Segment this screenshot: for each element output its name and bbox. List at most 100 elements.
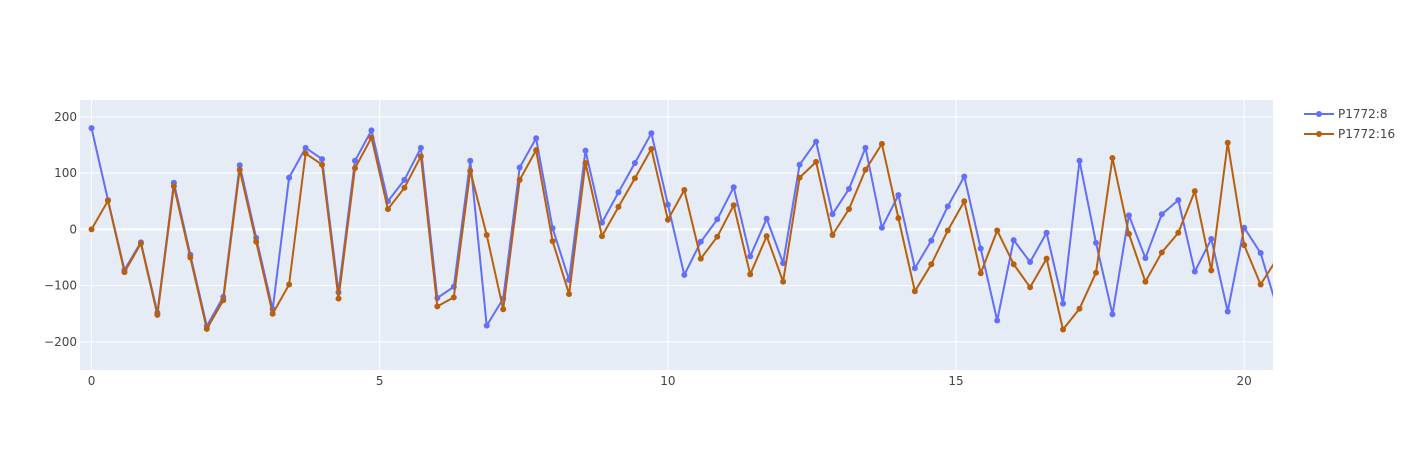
data-point[interactable] xyxy=(417,144,424,151)
data-point[interactable] xyxy=(286,174,293,181)
data-point[interactable] xyxy=(796,174,803,181)
data-point[interactable] xyxy=(1142,278,1149,285)
data-point[interactable] xyxy=(220,297,227,304)
data-point[interactable] xyxy=(1010,237,1017,244)
data-point[interactable] xyxy=(582,160,589,166)
data-point[interactable] xyxy=(747,253,754,260)
data-point[interactable] xyxy=(137,240,144,247)
data-point[interactable] xyxy=(648,130,655,137)
data-point[interactable] xyxy=(1092,269,1099,276)
data-point[interactable] xyxy=(450,294,457,301)
data-point[interactable] xyxy=(1109,154,1116,161)
legend[interactable]: P1772:8 P1772:16 xyxy=(1304,107,1395,141)
legend-item[interactable]: P1772:16 xyxy=(1304,127,1395,141)
data-point[interactable] xyxy=(1158,249,1165,256)
data-point[interactable] xyxy=(351,165,358,172)
data-point[interactable] xyxy=(1125,212,1132,219)
data-point[interactable] xyxy=(500,306,507,313)
data-point[interactable] xyxy=(697,238,704,245)
data-point[interactable] xyxy=(1241,242,1248,249)
data-point[interactable] xyxy=(319,161,326,168)
data-point[interactable] xyxy=(615,203,622,210)
data-point[interactable] xyxy=(598,233,605,240)
data-point[interactable] xyxy=(961,198,968,205)
data-point[interactable] xyxy=(1274,305,1280,311)
data-point[interactable] xyxy=(269,310,276,317)
data-point[interactable] xyxy=(566,291,573,298)
data-point[interactable] xyxy=(631,160,638,166)
data-point[interactable] xyxy=(401,184,408,191)
data-point[interactable] xyxy=(1224,308,1231,315)
data-point[interactable] xyxy=(1241,224,1248,231)
data-point[interactable] xyxy=(483,232,490,238)
data-point[interactable] xyxy=(104,197,111,204)
data-point[interactable] xyxy=(780,278,787,285)
data-point[interactable] xyxy=(829,211,836,218)
data-point[interactable] xyxy=(1208,267,1215,274)
data-point[interactable] xyxy=(1191,188,1198,195)
data-point[interactable] xyxy=(911,265,918,272)
data-point[interactable] xyxy=(1257,281,1264,288)
data-point[interactable] xyxy=(1224,139,1231,146)
data-point[interactable] xyxy=(664,216,671,223)
data-point[interactable] xyxy=(1043,229,1050,236)
data-point[interactable] xyxy=(631,175,638,182)
data-point[interactable] xyxy=(1060,326,1067,333)
data-point[interactable] xyxy=(780,260,787,267)
data-point[interactable] xyxy=(664,201,671,208)
data-point[interactable] xyxy=(813,158,820,165)
data-point[interactable] xyxy=(1076,157,1083,164)
data-point[interactable] xyxy=(1027,259,1034,265)
data-point[interactable] xyxy=(1060,300,1067,307)
data-point[interactable] xyxy=(829,232,836,238)
data-point[interactable] xyxy=(845,206,852,213)
data-point[interactable] xyxy=(961,173,968,180)
data-point[interactable] xyxy=(1175,197,1182,204)
data-point[interactable] xyxy=(994,317,1001,324)
data-point[interactable] xyxy=(977,245,984,252)
data-point[interactable] xyxy=(1175,229,1182,236)
data-point[interactable] xyxy=(796,161,803,168)
data-point[interactable] xyxy=(368,134,375,141)
data-point[interactable] xyxy=(434,303,441,310)
data-point[interactable] xyxy=(170,183,177,190)
data-point[interactable] xyxy=(714,233,721,240)
data-point[interactable] xyxy=(1191,268,1198,275)
data-point[interactable] xyxy=(533,135,540,142)
data-point[interactable] xyxy=(878,224,885,231)
data-point[interactable] xyxy=(911,288,918,295)
data-point[interactable] xyxy=(368,127,375,134)
data-point[interactable] xyxy=(598,219,605,226)
legend-item[interactable]: P1772:8 xyxy=(1304,107,1387,121)
data-point[interactable] xyxy=(977,270,984,277)
data-point[interactable] xyxy=(1092,239,1099,246)
data-point[interactable] xyxy=(944,203,951,210)
data-point[interactable] xyxy=(1076,305,1083,312)
data-point[interactable] xyxy=(319,156,326,163)
data-point[interactable] xyxy=(203,325,210,332)
data-point[interactable] xyxy=(236,166,243,173)
data-point[interactable] xyxy=(467,167,474,174)
data-point[interactable] xyxy=(730,184,737,191)
data-point[interactable] xyxy=(335,295,342,302)
data-point[interactable] xyxy=(88,226,95,233)
data-point[interactable] xyxy=(714,216,721,223)
data-point[interactable] xyxy=(994,227,1001,234)
data-point[interactable] xyxy=(1010,261,1017,268)
data-point[interactable] xyxy=(302,150,309,157)
data-point[interactable] xyxy=(88,125,95,132)
data-point[interactable] xyxy=(1142,255,1149,262)
data-point[interactable] xyxy=(697,255,704,262)
data-point[interactable] xyxy=(1257,250,1264,256)
data-point[interactable] xyxy=(1027,284,1034,291)
data-point[interactable] xyxy=(681,271,688,278)
data-point[interactable] xyxy=(417,153,424,160)
data-point[interactable] xyxy=(944,227,951,234)
data-point[interactable] xyxy=(763,215,770,222)
data-point[interactable] xyxy=(878,140,885,147)
data-point[interactable] xyxy=(516,164,523,171)
data-point[interactable] xyxy=(253,238,260,245)
data-point[interactable] xyxy=(154,311,161,318)
data-point[interactable] xyxy=(187,254,194,261)
data-point[interactable] xyxy=(286,281,293,288)
